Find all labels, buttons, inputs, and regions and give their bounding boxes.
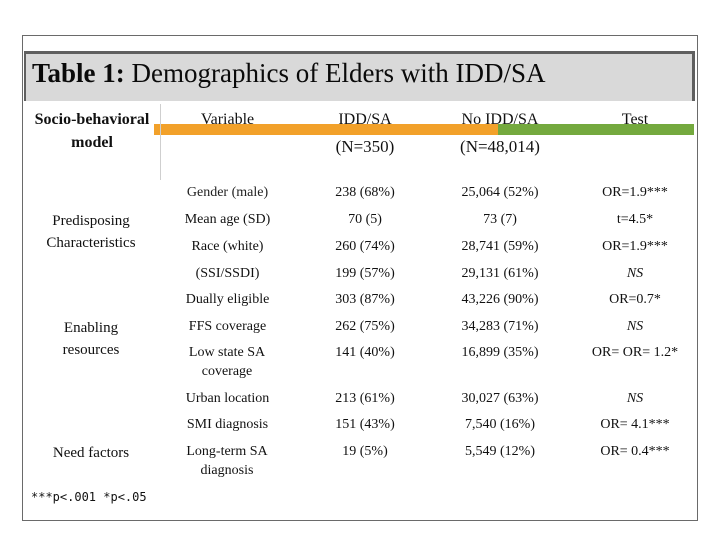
row-variable: Race (white) <box>191 239 264 254</box>
row-noidd: 25,064 (52%) <box>461 185 539 200</box>
row-variable: Low state SA coverage <box>188 345 266 379</box>
title-background <box>26 54 692 101</box>
row-test: OR=1.9*** <box>602 239 668 254</box>
row-idd: 199 (57%) <box>335 266 395 281</box>
row-noidd: 30,027 (63%) <box>461 391 539 406</box>
row-variable: SMI diagnosis <box>186 417 269 432</box>
row-idd: 19 (5%) <box>342 444 388 459</box>
group-predisposing: Predisposing Characteristics <box>46 213 136 251</box>
row-variable: (SSI/SSDI) <box>195 266 260 281</box>
header-noidd-line1: No IDD/SA <box>461 111 539 128</box>
header-idd: IDD/SA (N=350) <box>300 108 430 158</box>
row-test: OR=1.9*** <box>602 185 668 200</box>
header-model: Socio-behavioral model <box>30 108 154 154</box>
row-variable: Gender (male) <box>186 185 269 200</box>
row-noidd: 7,540 (16%) <box>465 417 535 432</box>
row-variable: Long-term SA diagnosis <box>186 444 268 478</box>
color-band-green <box>498 124 694 135</box>
row-idd: 260 (74%) <box>335 239 395 254</box>
row-noidd: 29,131 (61%) <box>461 266 539 281</box>
row-variable: Mean age (SD) <box>184 212 271 227</box>
row-test: OR= 0.4*** <box>600 444 670 459</box>
row-noidd: 73 (7) <box>483 212 517 227</box>
row-variable: FFS coverage <box>188 319 267 334</box>
header-noidd: No IDD/SA (N=48,014) <box>430 108 570 158</box>
color-band-orange <box>148 124 498 135</box>
row-idd: 303 (87%) <box>335 292 395 307</box>
row-variable: Urban location <box>185 391 270 406</box>
row-test: NS <box>626 391 644 406</box>
header-idd-line2: (N=350) <box>335 137 395 156</box>
row-noidd: 34,283 (71%) <box>461 319 539 334</box>
slide-title: Table 1: Demographics of Elders with IDD… <box>32 58 545 89</box>
row-variable: Dually eligible <box>185 292 270 307</box>
row-test: OR= OR= 1.2* <box>591 345 679 360</box>
row-test: OR= 4.1*** <box>600 417 670 432</box>
header-model-label: Socio-behavioral model <box>34 111 150 151</box>
header-test: Test <box>621 111 649 128</box>
row-test: OR=0.7* <box>609 292 661 307</box>
row-idd: 141 (40%) <box>335 345 395 360</box>
title-bold: Table 1: <box>32 58 125 88</box>
group-need: Need factors <box>52 445 130 461</box>
row-test: t=4.5* <box>616 212 654 227</box>
row-idd: 151 (43%) <box>335 417 395 432</box>
header-variable: Variable <box>200 111 255 128</box>
row-idd: 238 (68%) <box>335 185 395 200</box>
row-noidd: 28,741 (59%) <box>461 239 539 254</box>
row-noidd: 16,899 (35%) <box>461 345 539 360</box>
row-test: NS <box>626 319 644 334</box>
group-enabling: Enabling resources <box>62 320 120 358</box>
row-test: NS <box>626 266 644 281</box>
row-idd: 262 (75%) <box>335 319 395 334</box>
row-idd: 70 (5) <box>348 212 382 227</box>
row-noidd: 43,226 (90%) <box>461 292 539 307</box>
row-noidd: 5,549 (12%) <box>465 444 535 459</box>
header-noidd-line2: (N=48,014) <box>460 137 540 156</box>
header-idd-line1: IDD/SA <box>338 111 392 128</box>
footnote: ***p<.001 *p<.05 <box>31 490 147 504</box>
column-divider <box>160 104 161 180</box>
row-idd: 213 (61%) <box>335 391 395 406</box>
title-rest: Demographics of Elders with IDD/SA <box>124 58 546 88</box>
